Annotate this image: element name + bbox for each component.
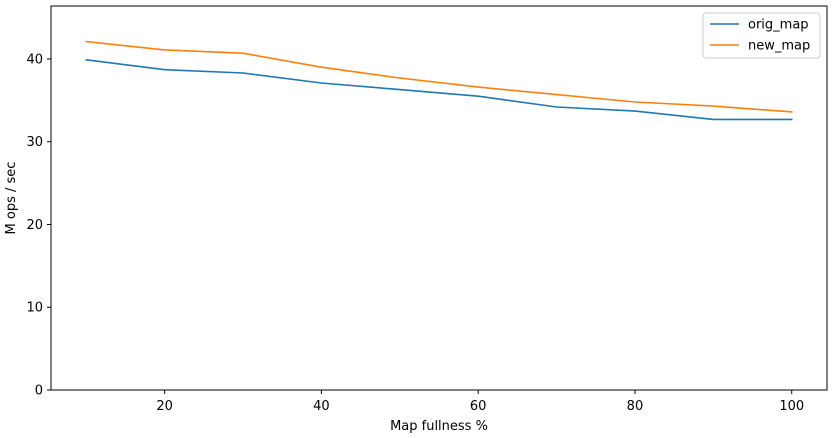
y-tick-label: 30	[26, 135, 43, 150]
legend-label-orig_map: orig_map	[748, 18, 809, 33]
plot-border	[50, 5, 828, 391]
plot-area	[50, 5, 828, 391]
y-axis-label: M ops / sec	[4, 162, 19, 235]
x-tick-label: 60	[470, 399, 487, 414]
x-axis-label: Map fullness %	[390, 419, 488, 434]
series-line-orig_map	[85, 58, 793, 121]
y-axis: 0 10 20 30 40	[26, 52, 51, 399]
x-tick-label: 40	[313, 399, 330, 414]
x-axis: 20 40 60 80 100	[156, 390, 804, 414]
legend: orig_map new_map	[702, 12, 821, 59]
y-tick-label: 0	[35, 384, 43, 399]
y-tick-label: 10	[26, 301, 43, 316]
x-tick-label: 20	[156, 399, 173, 414]
x-tick-label: 80	[627, 399, 644, 414]
y-tick-label: 20	[26, 218, 43, 233]
x-tick-label: 100	[779, 399, 804, 414]
series-layer	[85, 40, 793, 121]
legend-label-new_map: new_map	[748, 39, 810, 54]
y-tick-label: 40	[26, 52, 43, 67]
series-line-new_map	[85, 40, 793, 113]
